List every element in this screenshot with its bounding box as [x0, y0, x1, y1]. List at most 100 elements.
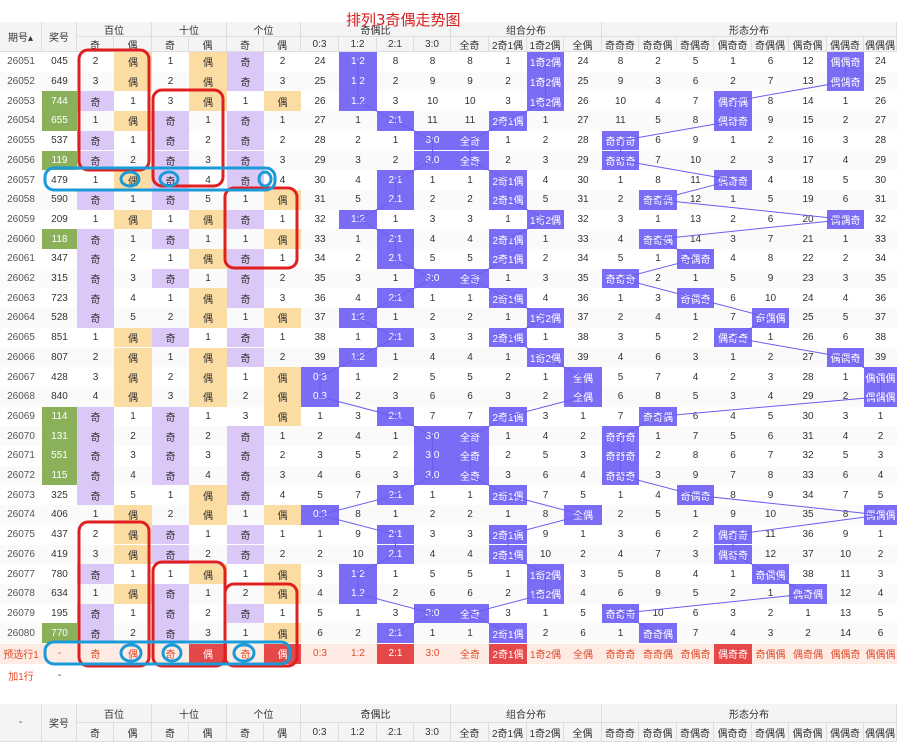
trend-cell: 1 — [189, 327, 227, 348]
preview-cell[interactable]: 奇 — [227, 644, 264, 664]
trend-cell: 3 — [714, 386, 752, 407]
preview-cell[interactable]: 2奇1偶 — [489, 644, 527, 664]
trend-cell: 奇 — [227, 485, 264, 506]
trend-cell: 36 — [789, 524, 827, 545]
trend-cell: 5 — [527, 189, 564, 210]
preview-cell[interactable]: 偶 — [189, 644, 227, 664]
trend-cell: 2 — [339, 623, 377, 643]
number-cell: 807 — [42, 347, 77, 368]
trend-cell: 6 — [677, 406, 714, 427]
trend-cell: 2 — [714, 367, 752, 387]
footer-number-header: 奖号 — [42, 704, 77, 742]
trend-cell: 1 — [114, 229, 152, 249]
trend-cell: 1 — [377, 564, 414, 584]
preview-cell[interactable]: 全奇 — [451, 644, 489, 664]
trend-cell: 6 — [414, 583, 451, 604]
trend-cell: 奇 — [227, 544, 264, 565]
preview-cell[interactable]: 奇奇奇 — [602, 644, 639, 664]
trend-cell: 5 — [827, 308, 864, 328]
trend-cell: 1:2 — [339, 71, 377, 92]
trend-cell: 1 — [227, 367, 264, 387]
trend-cell: 偶 — [114, 111, 152, 131]
preview-cell[interactable]: 奇偶偶 — [752, 644, 789, 664]
footer-sub-header: 3:0 — [414, 723, 451, 742]
trend-cell: 3 — [414, 524, 451, 545]
preview-cell[interactable]: 1:2 — [339, 644, 377, 664]
trend-cell: 奇 — [227, 288, 264, 309]
trend-cell: 2 — [264, 268, 301, 289]
trend-cell: 奇 — [227, 209, 264, 230]
trend-cell: 偶 — [264, 564, 301, 584]
preview-cell[interactable]: 2:1 — [377, 644, 414, 664]
trend-cell: 1 — [752, 583, 789, 604]
period-cell: 26075 — [0, 524, 42, 545]
preview-cell[interactable]: 全偶 — [564, 644, 602, 664]
trend-cell: 2 — [451, 308, 489, 328]
trend-cell: 2 — [152, 505, 189, 525]
add-row-button[interactable]: 加1行 — [8, 672, 34, 684]
preview-cell[interactable]: 3:0 — [414, 644, 451, 664]
trend-cell: 10 — [677, 150, 714, 171]
number-cell: 551 — [42, 446, 77, 466]
trend-cell: 奇奇奇 — [602, 130, 639, 151]
trend-cell: 6 — [301, 623, 339, 643]
preview-cell[interactable]: 奇 — [77, 644, 114, 664]
preview-cell[interactable]: 1奇2偶 — [527, 644, 564, 664]
number-cell: 780 — [42, 564, 77, 584]
footer-sub-header: 偶 — [114, 723, 152, 742]
group-header: 形态分布 — [602, 22, 897, 37]
trend-cell: 2奇1偶 — [489, 524, 527, 545]
footer-sub-header: 奇 — [227, 723, 264, 742]
trend-cell: 奇 — [152, 583, 189, 604]
trend-cell: 2奇1偶 — [489, 623, 527, 643]
footer-group-header: 十位 — [152, 704, 227, 723]
footer-sub-header: 奇偶奇 — [677, 723, 714, 742]
trend-cell: 3 — [114, 446, 152, 466]
trend-cell: 奇奇偶 — [639, 406, 677, 427]
preview-cell[interactable]: 偶 — [264, 644, 301, 664]
trend-cell: 11 — [827, 564, 864, 584]
trend-cell: 1 — [752, 327, 789, 348]
trend-cell: 2 — [752, 603, 789, 624]
trend-cell: 4 — [827, 426, 864, 446]
trend-cell: 1 — [489, 268, 527, 289]
trend-cell: 4 — [527, 170, 564, 190]
number-cell: 590 — [42, 189, 77, 210]
trend-cell: 3:0 — [414, 268, 451, 289]
trend-cell: 9 — [714, 505, 752, 525]
trend-cell: 1 — [602, 623, 639, 643]
preview-cell[interactable]: 偶偶奇 — [827, 644, 864, 664]
trend-cell: 奇奇偶 — [639, 229, 677, 249]
preview-cell[interactable]: 奇奇偶 — [639, 644, 677, 664]
trend-cell: 8 — [639, 170, 677, 190]
trend-cell: 1 — [264, 603, 301, 624]
preview-cell[interactable]: 偶奇奇 — [714, 644, 752, 664]
trend-cell: 奇 — [227, 111, 264, 131]
trend-cell: 11 — [414, 111, 451, 131]
period-cell: 26067 — [0, 367, 42, 387]
preview-cell[interactable]: 偶偶偶 — [864, 644, 897, 664]
preview-cell[interactable]: 奇 — [152, 644, 189, 664]
trend-cell: 4 — [827, 150, 864, 171]
trend-cell: 偶 — [264, 229, 301, 249]
trend-cell: 9 — [752, 485, 789, 506]
sub-header: 偶 — [264, 37, 301, 52]
preview-cell[interactable]: 0:3 — [301, 644, 339, 664]
trend-cell: 2 — [489, 367, 527, 387]
trend-cell: 全偶 — [564, 505, 602, 525]
trend-cell: 2:1 — [377, 288, 414, 309]
trend-cell: 14 — [677, 229, 714, 249]
trend-cell: 2 — [114, 150, 152, 171]
preview-cell[interactable]: 奇偶奇 — [677, 644, 714, 664]
preview-cell[interactable]: 偶奇偶 — [789, 644, 827, 664]
trend-cell: 1 — [639, 249, 677, 269]
preview-cell[interactable]: 偶 — [114, 644, 152, 664]
trend-cell: 奇 — [77, 465, 114, 486]
trend-cell: 7 — [639, 367, 677, 387]
trend-cell: 1 — [264, 209, 301, 230]
trend-cell: 4 — [114, 465, 152, 486]
trend-cell: 奇奇偶 — [639, 189, 677, 210]
trend-cell: 2 — [77, 347, 114, 368]
trend-cell: 1奇2偶 — [527, 583, 564, 604]
number-cell: 131 — [42, 426, 77, 446]
